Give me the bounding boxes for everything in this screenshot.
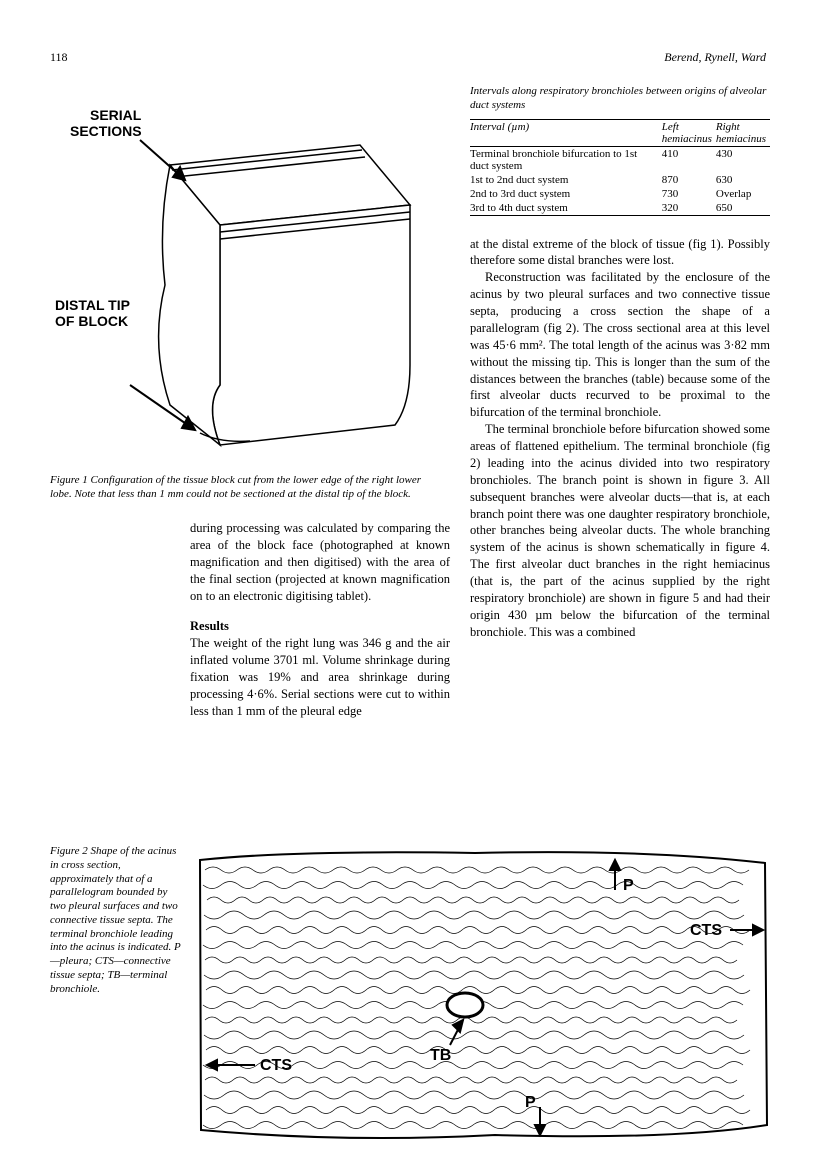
figure-2-label-cts-right: CTS [690, 922, 722, 939]
table-cell: 430 [716, 146, 770, 173]
table-cell: 3rd to 4th duct system [470, 201, 662, 216]
figure-2-label-cts-left: CTS [260, 1057, 292, 1074]
figure-2-caption: Figure 2 Shape of the acinus in cross se… [50, 845, 185, 996]
body-paragraph: during processing was calculated by comp… [190, 520, 450, 604]
body-paragraph: Reconstruction was facilitated by the en… [470, 269, 770, 421]
table-cell: 410 [662, 146, 716, 173]
right-column-body: at the distal extreme of the block of ti… [470, 236, 770, 641]
table-header: Lefthemiacinus [662, 119, 716, 146]
figure-1-diagram: SERIAL SECTIONS DISTAL TIP OF BLOCK [50, 85, 430, 465]
left-column: during processing was calculated by comp… [190, 520, 450, 720]
table-cell: 1st to 2nd duct system [470, 173, 662, 187]
figure-1-distal-label: DISTAL TIP OF BLOCK [55, 297, 134, 329]
intervals-table: Interval (µm) Lefthemiacinus Righthemiac… [470, 119, 770, 216]
figure-2-label-tb: TB [430, 1047, 451, 1064]
figure-1: SERIAL SECTIONS DISTAL TIP OF BLOCK Figu… [50, 85, 430, 502]
body-paragraph: The weight of the right lung was 346 g a… [190, 635, 450, 719]
table-header: Interval (µm) [470, 119, 662, 146]
table-cell: 320 [662, 201, 716, 216]
table-caption: Intervals along respiratory bronchioles … [470, 85, 770, 113]
figure-2-label-p-top: P [623, 877, 634, 894]
table-cell: Overlap [716, 187, 770, 201]
page-number: 118 [50, 50, 68, 65]
table-cell: 650 [716, 201, 770, 216]
figure-1-serial-label: SERIAL SECTIONS [70, 107, 145, 139]
table-cell: 870 [662, 173, 716, 187]
table-cell: 630 [716, 173, 770, 187]
table-cell: Terminal bronchiole bifurcation to 1st d… [470, 146, 662, 173]
body-paragraph: The terminal bronchiole before bifurcati… [470, 421, 770, 640]
authors: Berend, Rynell, Ward [664, 50, 766, 65]
body-paragraph: at the distal extreme of the block of ti… [470, 236, 770, 270]
results-heading: Results [190, 618, 450, 635]
right-column: Intervals along respiratory bronchioles … [470, 85, 770, 641]
table-cell: 730 [662, 187, 716, 201]
figure-2-label-p-bottom: P [525, 1094, 536, 1111]
table-header: Righthemiacinus [716, 119, 770, 146]
figure-1-caption: Figure 1 Configuration of the tissue blo… [50, 474, 430, 502]
page-header: 118 Berend, Rynell, Ward [50, 50, 766, 65]
table-cell: 2nd to 3rd duct system [470, 187, 662, 201]
figure-2-micrograph: P CTS CTS TB P [195, 845, 770, 1145]
